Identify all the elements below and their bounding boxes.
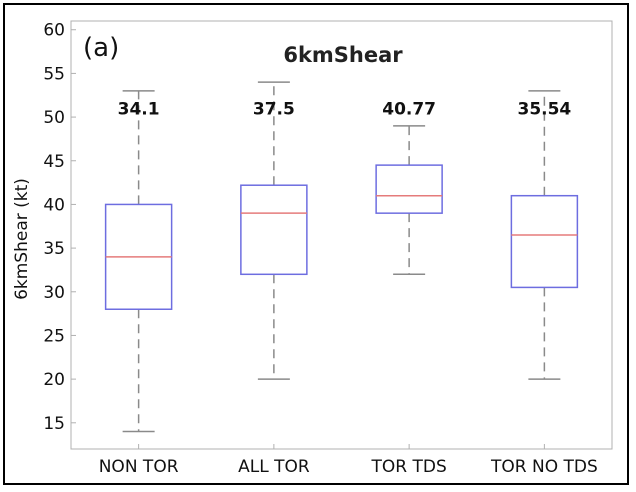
y-tick-label: 45 (43, 152, 65, 172)
y-tick-label: 40 (43, 195, 65, 215)
panel-label: (a) (83, 33, 119, 63)
iqr-box (375, 164, 443, 214)
mean-value-label: 37.5 (253, 99, 295, 119)
mean-value-label: 35.54 (517, 99, 571, 119)
y-tick-label: 20 (43, 370, 65, 390)
box-group-non-tor: 34.1 (104, 90, 173, 433)
chart-title: 6kmShear (283, 43, 403, 67)
y-tick-label: 55 (43, 64, 65, 84)
box-group-tor-no-tds: 35.54 (510, 90, 579, 380)
iqr-box (510, 194, 579, 289)
x-category-label: TOR TDS (371, 457, 447, 477)
box-group-tor-tds: 40.77 (375, 99, 443, 276)
iqr-box (240, 184, 308, 276)
y-tick-label: 30 (43, 283, 65, 303)
figure-border (3, 3, 629, 485)
y-tick-label: 35 (43, 239, 65, 259)
x-category-label: TOR NO TDS (490, 457, 598, 477)
y-tick-label: 50 (43, 108, 65, 128)
y-tick-label: 15 (43, 414, 65, 434)
plot-frame (70, 20, 613, 450)
y-tick-label: 25 (43, 326, 65, 346)
y-axis-label: 6kmShear (kt) (12, 178, 32, 300)
marks-layer: 34.1 37.5 40.77 35.54 (104, 81, 579, 433)
y-tick-label: 60 (43, 21, 65, 41)
x-category-label: NON TOR (99, 457, 179, 477)
mean-value-label: 40.77 (382, 99, 436, 119)
box-group-all-tor: 37.5 (240, 81, 308, 380)
axes-layer: 15 20 25 30 35 40 45 50 55 60 NON TOR ALL TOR TOR TD… (43, 20, 613, 477)
x-category-label: ALL TOR (238, 457, 310, 477)
mean-value-label: 34.1 (118, 99, 160, 119)
